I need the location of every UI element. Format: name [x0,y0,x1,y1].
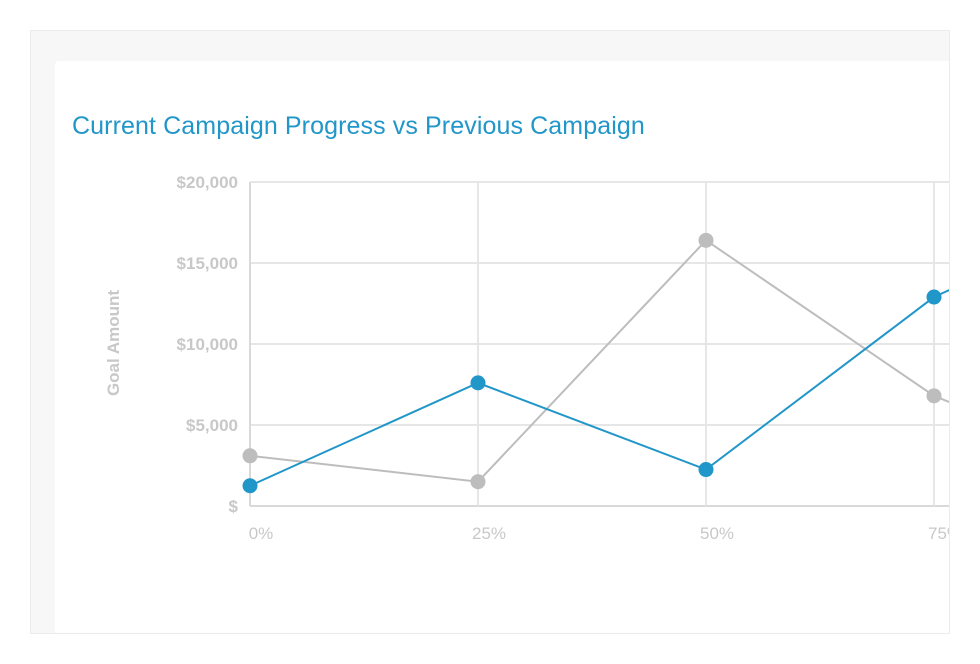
chart-frame [30,30,950,634]
series-1-point [242,448,258,464]
series-1-point [698,232,714,248]
series-1-point [470,474,486,490]
page-bottom [0,634,980,664]
series-0-point [926,289,942,305]
chart-card [55,61,949,633]
x-tick-label: 50% [700,524,734,543]
x-tick-label: 75% [928,524,962,543]
y-tick-label: $15,000 [177,254,238,273]
x-tick-label: 25% [472,524,506,543]
x-tick-label: 0% [249,524,274,543]
chart-plot-area: $ $5,000 $10,000 $15,000 $20,000 0% 25% 50% 75% [177,173,962,543]
series-0-point [698,462,714,478]
series-line-1 [249,239,949,483]
y-tick-label: $20,000 [177,173,238,192]
series-1-point [926,388,942,404]
y-tick-label: $10,000 [177,335,238,354]
series-0-point [470,375,486,391]
chart-title: Current Campaign Progress vs Previous Ca… [72,112,645,140]
series-0-point [242,478,258,494]
y-tick-label: $ [229,497,239,516]
y-tick-label: $5,000 [186,416,238,435]
series-line-0 [249,289,949,487]
